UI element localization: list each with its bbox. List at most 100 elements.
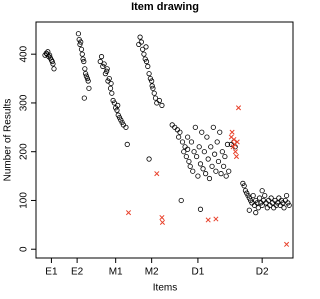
point xyxy=(186,158,192,165)
x-tick-label: M2 xyxy=(145,267,159,278)
point xyxy=(178,197,184,204)
point xyxy=(271,205,277,211)
point xyxy=(143,44,149,50)
point xyxy=(192,124,198,130)
point xyxy=(247,197,254,204)
point xyxy=(212,151,218,157)
chart: Item drawing Items Number of Results 0 10… xyxy=(3,1,294,294)
point xyxy=(115,112,121,118)
point xyxy=(197,161,204,167)
point xyxy=(221,163,227,169)
point xyxy=(196,144,202,150)
point xyxy=(223,173,229,179)
point xyxy=(224,141,231,147)
point xyxy=(284,241,290,247)
y-tick-label: 300 xyxy=(19,94,30,111)
point xyxy=(106,75,112,82)
point xyxy=(49,58,55,65)
point xyxy=(235,105,242,111)
point xyxy=(226,168,232,174)
point xyxy=(222,153,228,160)
point xyxy=(172,124,178,130)
point xyxy=(80,56,86,62)
point xyxy=(190,168,196,174)
point xyxy=(84,75,91,82)
plot-box xyxy=(35,21,294,259)
point xyxy=(253,210,259,216)
point xyxy=(159,219,165,225)
point xyxy=(232,149,238,155)
point xyxy=(187,163,193,169)
point xyxy=(81,58,87,65)
x-tick-label: D1 xyxy=(192,267,205,278)
point xyxy=(182,144,188,150)
point xyxy=(75,31,82,37)
point xyxy=(138,39,144,45)
x-tick-label: E1 xyxy=(45,267,58,278)
point xyxy=(208,144,214,150)
point xyxy=(177,129,183,135)
point xyxy=(262,192,268,199)
y-tick-label: 0 xyxy=(19,246,30,252)
point xyxy=(241,183,247,189)
point xyxy=(286,202,292,208)
point xyxy=(116,114,123,121)
point xyxy=(176,134,182,140)
point xyxy=(203,171,209,177)
point xyxy=(253,197,259,204)
point xyxy=(140,46,146,52)
point xyxy=(179,139,186,145)
point xyxy=(281,205,287,211)
y-tick-label: 400 xyxy=(19,45,30,62)
point xyxy=(213,168,219,174)
point xyxy=(107,85,114,91)
point xyxy=(217,129,223,135)
point xyxy=(82,66,88,72)
point xyxy=(143,58,150,65)
point xyxy=(137,34,143,40)
point xyxy=(260,197,267,204)
x-axis-title: Items xyxy=(153,283,177,294)
point xyxy=(206,175,213,182)
point xyxy=(77,41,83,48)
point xyxy=(97,58,103,65)
point xyxy=(156,97,162,104)
point xyxy=(146,71,152,77)
point xyxy=(259,188,265,194)
point xyxy=(119,119,125,126)
point xyxy=(230,144,236,150)
point xyxy=(141,51,147,57)
point xyxy=(254,200,260,206)
point xyxy=(213,216,219,222)
point xyxy=(149,83,155,89)
point xyxy=(205,217,211,223)
point xyxy=(146,156,152,162)
point xyxy=(197,206,204,212)
point xyxy=(51,66,57,72)
point xyxy=(264,205,270,211)
x-tick-label: M1 xyxy=(109,267,123,278)
point xyxy=(285,200,291,206)
point xyxy=(218,171,224,177)
point xyxy=(147,75,153,82)
point xyxy=(159,102,165,108)
point xyxy=(102,71,108,77)
point xyxy=(86,85,92,91)
point xyxy=(185,134,191,140)
point xyxy=(150,85,156,91)
point xyxy=(255,205,261,211)
y-tick-label: 100 xyxy=(19,192,30,209)
point xyxy=(219,149,225,155)
point xyxy=(83,71,89,77)
chart-title: Item drawing xyxy=(131,1,199,13)
point xyxy=(231,136,237,143)
point xyxy=(256,195,263,201)
point xyxy=(181,149,187,155)
point xyxy=(246,195,252,201)
point xyxy=(104,68,110,74)
point xyxy=(118,117,124,123)
point xyxy=(210,124,216,130)
point xyxy=(283,192,290,199)
y-axis-title: Number of Results xyxy=(3,99,14,182)
point xyxy=(259,202,265,208)
